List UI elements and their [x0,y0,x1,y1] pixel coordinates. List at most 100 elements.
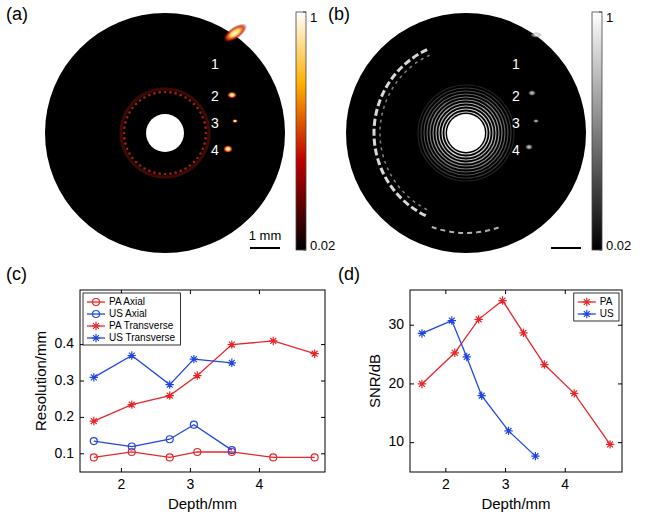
ring-dot [193,103,196,106]
colorbar-tick [599,250,602,251]
ring [445,112,487,154]
series-line [94,425,232,450]
ring [427,94,505,172]
ring-dot [128,111,131,114]
annotation: 2 [512,88,520,104]
ring-dot [135,161,138,164]
data-point [474,315,482,323]
legend: PA AxialUS AxialPA TransverseUS Transver… [83,293,181,345]
ring [433,100,499,166]
legend-marker [583,310,591,318]
ring-dot [124,121,127,124]
ring-dot [131,107,134,110]
ring-dot [148,170,151,173]
ring-dot [204,126,207,129]
target-spot [227,92,237,99]
data-point [463,353,471,361]
ring-dot [199,111,202,114]
image-disc [45,13,285,253]
legend-marker [93,311,100,318]
annotation: 1 [211,56,219,72]
x-axis-title: Depth/mm [168,495,237,512]
ring-dot [196,107,199,110]
data-point [90,373,98,381]
ring [439,106,493,160]
legend-label: PA Axial [109,296,145,307]
ring-dot [158,172,161,175]
data-point [519,329,527,337]
target-spot [525,144,533,150]
ring-dot [199,152,202,155]
ring-dot [143,167,146,170]
legend-marker [92,334,100,342]
ring-dot [193,161,196,164]
data-point [418,329,426,337]
annotation: 2 [211,88,219,104]
y-tick [410,442,414,443]
legend-box [574,293,619,321]
data-point [228,340,236,348]
data-point [504,427,512,435]
data-point [311,454,318,461]
image-panel: (a)12341 mm0.021 [6,4,335,253]
series-line [94,356,232,385]
legend-label: US Transverse [109,332,176,343]
ring-dot [158,91,161,94]
x-tick [445,468,446,472]
ring-dot [169,172,172,175]
ring-dot [164,173,167,176]
y-tick [410,383,414,384]
plot-frame [410,290,622,472]
ring-dot [203,142,206,145]
legend-line [87,301,105,302]
ring [121,89,209,177]
line-chart: (c)2340.10.20.30.4Depth/mmResolution/mmP… [6,264,325,512]
ring-dot [131,157,134,160]
panel-letter: (a) [6,4,28,24]
target-spot [232,119,238,123]
data-point [128,351,136,359]
data-point [418,380,426,388]
legend-box [83,293,181,345]
x-tick-label: 4 [561,476,569,492]
colorbar [296,12,306,250]
data-point [90,454,97,461]
y-tick-label: 30 [388,316,404,332]
x-tick [259,468,260,472]
target-spot [533,119,539,123]
colorbar-tick [599,12,602,13]
ring-dot [196,157,199,160]
ring-dot [139,99,142,102]
legend-marker [583,298,591,306]
echo-arc [432,227,500,233]
scale-bar-label: 1 mm [249,228,282,243]
ring-dot [205,132,208,135]
x-tick [259,290,260,294]
ring-dot [204,137,207,140]
annotation: 1 [512,56,520,72]
y-tick [80,417,84,418]
colorbar [592,12,602,250]
background [0,0,647,520]
data-point [570,389,578,397]
y-axis-title: SNR/dB [366,354,383,408]
ring-dot [135,103,138,106]
target-spot [223,145,233,153]
data-point [269,337,277,345]
image-disc [346,13,586,253]
ring-dot [153,92,156,95]
panel-letter: (d) [338,264,360,284]
echo-arc [380,55,430,211]
annotation: 3 [211,115,219,131]
data-point [166,454,173,461]
colorbar-label: 0.02 [310,238,335,253]
x-tick [445,290,446,294]
ring-dot [126,116,129,119]
colorbar-label: 0.02 [606,238,631,253]
legend-marker [92,322,100,330]
y-tick [321,344,325,345]
ring-dot [123,132,126,135]
y-tick-label: 10 [388,433,404,449]
legend-label: PA Transverse [109,320,174,331]
data-point [193,371,201,379]
